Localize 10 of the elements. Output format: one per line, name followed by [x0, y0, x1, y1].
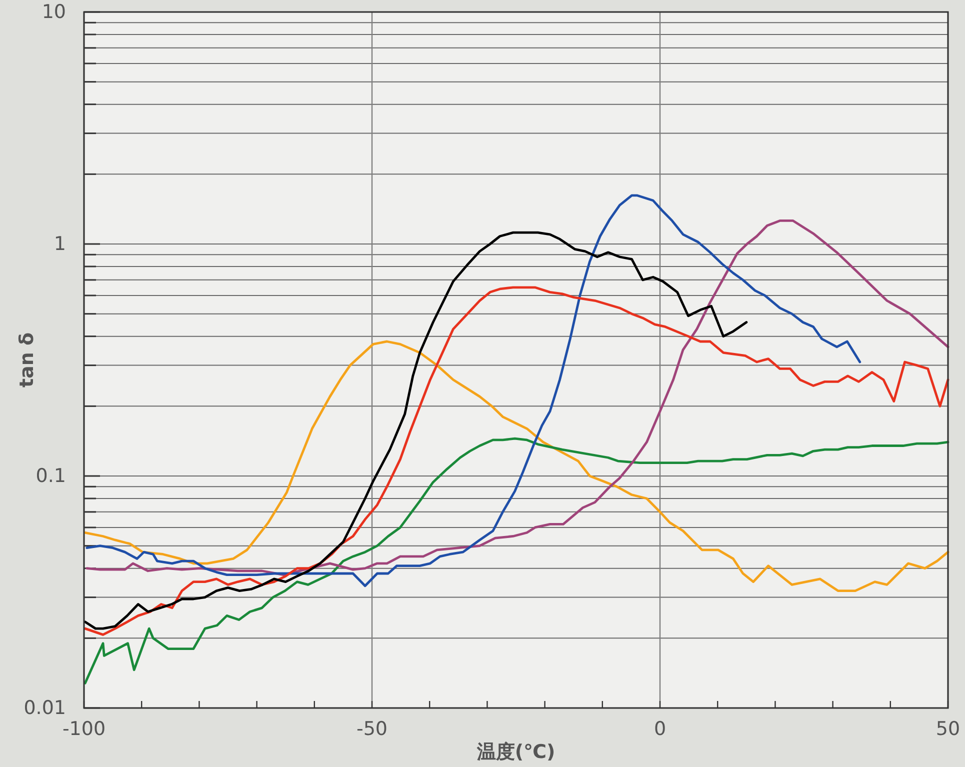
y-tick-label: 0.1 — [36, 465, 66, 487]
y-tick-label: 10 — [42, 1, 66, 23]
x-tick-label: -100 — [62, 718, 106, 740]
x-axis-title: 温度(℃) — [476, 741, 556, 763]
y-axis-title: tan δ — [16, 332, 38, 388]
y-tick-label: 0.01 — [24, 697, 66, 719]
y-tick-label: 1 — [54, 233, 66, 255]
x-tick-label: -50 — [356, 718, 388, 740]
x-tick-label: 50 — [936, 718, 960, 740]
x-tick-label: 0 — [654, 718, 666, 740]
